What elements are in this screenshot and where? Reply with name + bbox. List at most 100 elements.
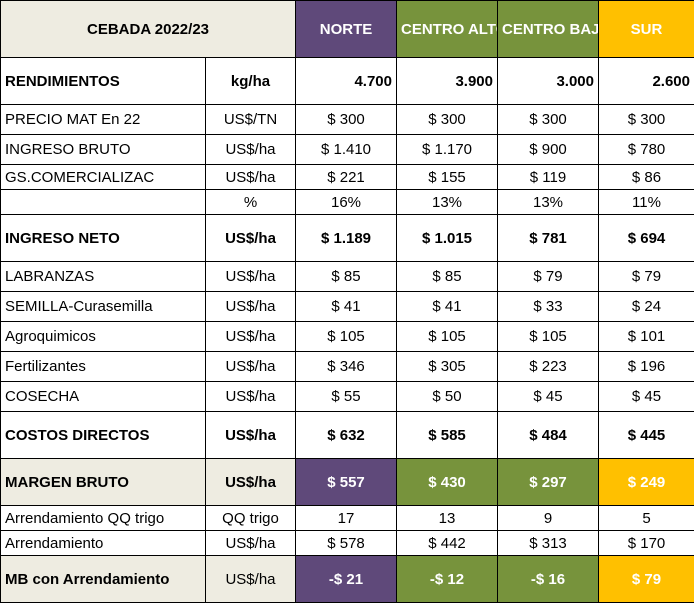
row-label: Fertilizantes [1,352,206,382]
header-row: CEBADA 2022/23 NORTE CENTRO ALTO CENTRO … [1,1,694,58]
value-cell: $ 55 [296,382,397,412]
value-cell: $ 86 [599,165,694,190]
row-label: Arrendamiento [1,531,206,556]
value-cell: $ 85 [296,262,397,292]
value-cell: $ 101 [599,322,694,352]
row-rendimientos: RENDIMIENTOS kg/ha 4.700 3.900 3.000 2.6… [1,58,694,105]
row-arrendamiento: Arrendamiento US$/ha $ 578 $ 442 $ 313 $… [1,531,694,556]
value-cell: $ 1.189 [296,215,397,262]
value-cell: $ 105 [397,322,498,352]
value-cell: $ 313 [498,531,599,556]
row-label [1,190,206,215]
value-cell: 17 [296,506,397,531]
row-unit: US$/TN [206,105,296,135]
row-unit: % [206,190,296,215]
row-unit: US$/ha [206,556,296,603]
value-cell: 2.600 [599,58,694,105]
value-cell: $ 1.410 [296,135,397,165]
value-cell: -$ 21 [296,556,397,603]
row-label: SEMILLA-Curasemilla [1,292,206,322]
row-unit: US$/ha [206,135,296,165]
value-cell: $ 1.170 [397,135,498,165]
value-cell: $ 196 [599,352,694,382]
row-unit: US$/ha [206,412,296,459]
row-labranzas: LABRANZAS US$/ha $ 85 $ 85 $ 79 $ 79 [1,262,694,292]
row-label: INGRESO NETO [1,215,206,262]
value-cell: $ 79 [599,262,694,292]
value-cell: $ 781 [498,215,599,262]
value-cell: $ 305 [397,352,498,382]
row-label: GS.COMERCIALIZAC [1,165,206,190]
table-title: CEBADA 2022/23 [1,1,296,58]
value-cell: $ 300 [397,105,498,135]
value-cell: $ 585 [397,412,498,459]
value-cell: -$ 16 [498,556,599,603]
row-unit: US$/ha [206,292,296,322]
value-cell: $ 85 [397,262,498,292]
value-cell: $ 694 [599,215,694,262]
row-margen-bruto: MARGEN BRUTO US$/ha $ 557 $ 430 $ 297 $ … [1,459,694,506]
value-cell: -$ 12 [397,556,498,603]
region-header-sur: SUR [599,1,694,58]
value-cell: $ 900 [498,135,599,165]
value-cell: $ 346 [296,352,397,382]
value-cell: $ 632 [296,412,397,459]
value-cell: $ 24 [599,292,694,322]
value-cell: $ 45 [498,382,599,412]
region-header-centro-bajo: CENTRO BAJO [498,1,599,58]
value-cell: $ 484 [498,412,599,459]
value-cell: $ 41 [397,292,498,322]
region-header-norte: NORTE [296,1,397,58]
row-unit: US$/ha [206,382,296,412]
row-label: PRECIO MAT En 22 [1,105,206,135]
row-cosecha: COSECHA US$/ha $ 55 $ 50 $ 45 $ 45 [1,382,694,412]
row-label: Arrendamiento QQ trigo [1,506,206,531]
row-label: Agroquimicos [1,322,206,352]
value-cell: 11% [599,190,694,215]
row-unit: kg/ha [206,58,296,105]
row-label: RENDIMIENTOS [1,58,206,105]
row-costos-directos: COSTOS DIRECTOS US$/ha $ 632 $ 585 $ 484… [1,412,694,459]
value-cell: $ 170 [599,531,694,556]
value-cell: 3.900 [397,58,498,105]
value-cell: $ 33 [498,292,599,322]
value-cell: $ 297 [498,459,599,506]
row-precio: PRECIO MAT En 22 US$/TN $ 300 $ 300 $ 30… [1,105,694,135]
row-unit: US$/ha [206,322,296,352]
region-header-centro-alto: CENTRO ALTO [397,1,498,58]
value-cell: $ 1.015 [397,215,498,262]
row-unit: US$/ha [206,459,296,506]
value-cell: 3.000 [498,58,599,105]
value-cell: 9 [498,506,599,531]
value-cell: 13% [498,190,599,215]
row-label: COSTOS DIRECTOS [1,412,206,459]
row-unit: US$/ha [206,352,296,382]
value-cell: $ 221 [296,165,397,190]
value-cell: 13 [397,506,498,531]
value-cell: $ 249 [599,459,694,506]
row-ingreso-neto: INGRESO NETO US$/ha $ 1.189 $ 1.015 $ 78… [1,215,694,262]
value-cell: $ 430 [397,459,498,506]
value-cell: $ 41 [296,292,397,322]
row-ingreso-bruto: INGRESO BRUTO US$/ha $ 1.410 $ 1.170 $ 9… [1,135,694,165]
row-unit: QQ trigo [206,506,296,531]
row-semilla: SEMILLA-Curasemilla US$/ha $ 41 $ 41 $ 3… [1,292,694,322]
value-cell: 16% [296,190,397,215]
value-cell: $ 557 [296,459,397,506]
row-label: MB con Arrendamiento [1,556,206,603]
value-cell: $ 780 [599,135,694,165]
value-cell: $ 300 [296,105,397,135]
row-label: INGRESO BRUTO [1,135,206,165]
row-label: LABRANZAS [1,262,206,292]
value-cell: $ 50 [397,382,498,412]
value-cell: $ 119 [498,165,599,190]
value-cell: $ 300 [498,105,599,135]
value-cell: $ 105 [296,322,397,352]
value-cell: $ 445 [599,412,694,459]
value-cell: $ 45 [599,382,694,412]
value-cell: $ 442 [397,531,498,556]
value-cell: 4.700 [296,58,397,105]
value-cell: $ 223 [498,352,599,382]
value-cell: $ 105 [498,322,599,352]
row-label: COSECHA [1,382,206,412]
